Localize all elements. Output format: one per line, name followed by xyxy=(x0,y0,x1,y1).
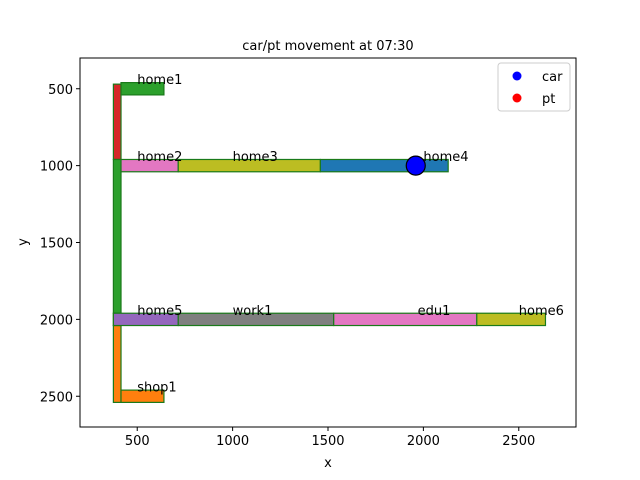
x-tick-label: 2000 xyxy=(407,434,440,449)
x-axis-label: x xyxy=(324,456,332,471)
link-segment xyxy=(120,389,165,404)
y-tick-label: 500 xyxy=(48,83,73,98)
place-label: home2 xyxy=(137,150,182,165)
x-tick-label: 1500 xyxy=(311,434,344,449)
y-tick-label: 2500 xyxy=(40,390,73,405)
links-layer xyxy=(112,81,547,404)
legend: car pt xyxy=(497,62,571,112)
place-label: home6 xyxy=(519,304,564,319)
place-label: shop1 xyxy=(137,381,177,396)
y-tick-label: 2000 xyxy=(40,313,73,328)
x-axis: 500 1000 1500 2000 2500 xyxy=(125,427,535,449)
place-label: home4 xyxy=(423,150,468,165)
agent-car-marker xyxy=(405,155,426,176)
legend-car-label: car xyxy=(542,70,563,85)
x-tick-label: 1000 xyxy=(216,434,249,449)
link-segment xyxy=(112,83,122,161)
x-tick-label: 500 xyxy=(125,434,150,449)
place-label: home5 xyxy=(137,304,182,319)
x-tick-label: 2500 xyxy=(502,434,535,449)
places-layer: home1 home2 home3 home4 home5 work1 edu1 home6 s… xyxy=(137,73,564,396)
y-axis-label: y xyxy=(16,238,31,246)
y-axis: 500 1000 1500 2000 2500 xyxy=(40,83,80,405)
chart-title: car/pt movement at 07:30 xyxy=(242,39,413,54)
plot-frame xyxy=(79,57,577,428)
agents-layer xyxy=(405,155,426,176)
y-tick-label: 1500 xyxy=(40,237,73,252)
place-label: home3 xyxy=(233,150,278,165)
place-label: work1 xyxy=(233,304,273,319)
link-segment xyxy=(112,324,122,403)
legend-car-marker xyxy=(512,71,522,81)
link-segment xyxy=(120,81,165,96)
y-tick-label: 1000 xyxy=(40,160,73,175)
legend-pt-label: pt xyxy=(542,92,555,107)
link-segment xyxy=(112,158,122,314)
link-segment xyxy=(333,312,478,327)
place-label: home1 xyxy=(137,73,182,88)
legend-pt-marker xyxy=(512,93,522,103)
link-segment xyxy=(476,312,547,327)
place-label: edu1 xyxy=(418,304,451,319)
